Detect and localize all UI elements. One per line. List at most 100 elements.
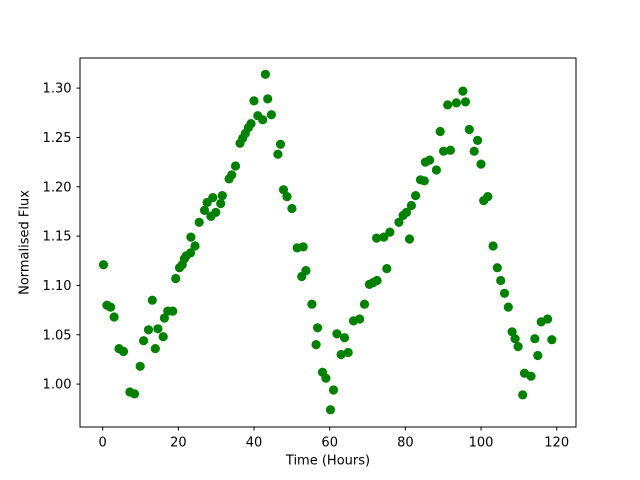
data-point	[394, 217, 404, 227]
data-point	[106, 302, 116, 312]
data-point	[278, 185, 289, 195]
data-point	[139, 336, 149, 346]
data-point	[171, 273, 181, 284]
data-point	[98, 260, 109, 270]
data-point	[355, 314, 365, 324]
data-point	[273, 149, 283, 159]
data-point	[332, 329, 342, 339]
x-axis-label: Time (Hours)	[285, 454, 370, 469]
data-point	[109, 312, 119, 322]
data-point	[385, 227, 395, 237]
y-tick-label: 1.30	[43, 82, 72, 97]
data-point	[311, 340, 321, 350]
data-point	[359, 299, 370, 309]
data-point	[307, 299, 317, 309]
plot-spines	[79, 57, 577, 428]
axes-group: 0 20 40 60 80 100 120 1.00 1.05 1.10 1.15 1.20 1.25 1…	[43, 57, 577, 451]
data-point	[435, 126, 445, 137]
data-point	[419, 176, 429, 186]
data-point	[343, 347, 353, 358]
data-point	[547, 335, 557, 345]
data-point	[287, 203, 297, 214]
data-point	[513, 342, 523, 352]
data-point	[533, 350, 543, 361]
data-point	[401, 207, 412, 217]
data-point	[216, 198, 226, 209]
y-tick-label: 1.10	[43, 279, 72, 294]
data-point	[439, 146, 449, 156]
data-point	[282, 192, 292, 202]
data-point	[473, 135, 483, 145]
data-point	[325, 405, 336, 415]
data-point	[150, 344, 160, 354]
data-point	[298, 242, 308, 252]
data-point	[339, 333, 350, 343]
data-point	[425, 155, 435, 165]
data-point	[153, 324, 163, 334]
data-point	[476, 159, 486, 169]
data-point	[372, 275, 382, 286]
data-point	[458, 86, 468, 96]
data-point	[443, 100, 453, 110]
data-point	[321, 373, 331, 383]
data-point	[336, 349, 346, 360]
data-point	[507, 327, 517, 337]
data-point	[158, 332, 168, 342]
data-point	[518, 390, 528, 400]
y-axis-label: Normalised Flux	[18, 190, 33, 295]
data-point	[379, 232, 389, 242]
data-point	[194, 217, 204, 227]
data-point	[263, 94, 273, 104]
data-point	[135, 361, 145, 371]
data-points-group	[98, 69, 557, 415]
data-point	[543, 314, 553, 324]
data-point	[199, 205, 210, 215]
data-point	[499, 288, 510, 298]
data-point	[328, 385, 339, 395]
data-point	[431, 165, 441, 175]
data-point	[488, 241, 498, 251]
data-point	[503, 302, 513, 312]
data-point	[464, 124, 474, 135]
data-point	[118, 346, 129, 357]
data-point	[492, 263, 502, 273]
data-point	[143, 325, 154, 335]
x-tick-label: 120	[544, 436, 569, 451]
data-point	[301, 266, 311, 276]
y-tick-label: 1.20	[43, 180, 72, 195]
data-point	[258, 115, 268, 125]
data-point	[208, 193, 218, 203]
data-point	[249, 96, 259, 106]
data-point	[469, 146, 479, 156]
data-point	[227, 170, 237, 180]
x-tick-label: 80	[397, 436, 414, 451]
x-tick-label: 20	[170, 436, 187, 451]
data-point	[185, 248, 196, 258]
data-point	[266, 110, 276, 120]
data-point	[275, 139, 286, 149]
data-point	[190, 241, 200, 251]
data-point	[496, 275, 506, 286]
data-point	[211, 207, 221, 217]
data-point	[404, 234, 415, 244]
x-tick-label: 40	[246, 436, 263, 451]
data-point	[411, 191, 421, 201]
data-point	[217, 191, 227, 201]
data-point	[451, 98, 461, 108]
data-point	[530, 334, 540, 344]
data-point	[526, 371, 536, 381]
data-point	[406, 200, 416, 211]
data-point	[246, 119, 256, 129]
x-tick-label: 0	[99, 436, 107, 451]
data-point	[372, 233, 382, 243]
data-point	[483, 192, 493, 202]
data-point	[159, 313, 169, 323]
data-point	[460, 97, 471, 107]
y-tick-label: 1.25	[43, 131, 72, 146]
data-point	[445, 145, 455, 155]
data-point	[168, 306, 178, 316]
y-tick-label: 1.15	[43, 230, 72, 245]
data-point	[230, 161, 241, 171]
